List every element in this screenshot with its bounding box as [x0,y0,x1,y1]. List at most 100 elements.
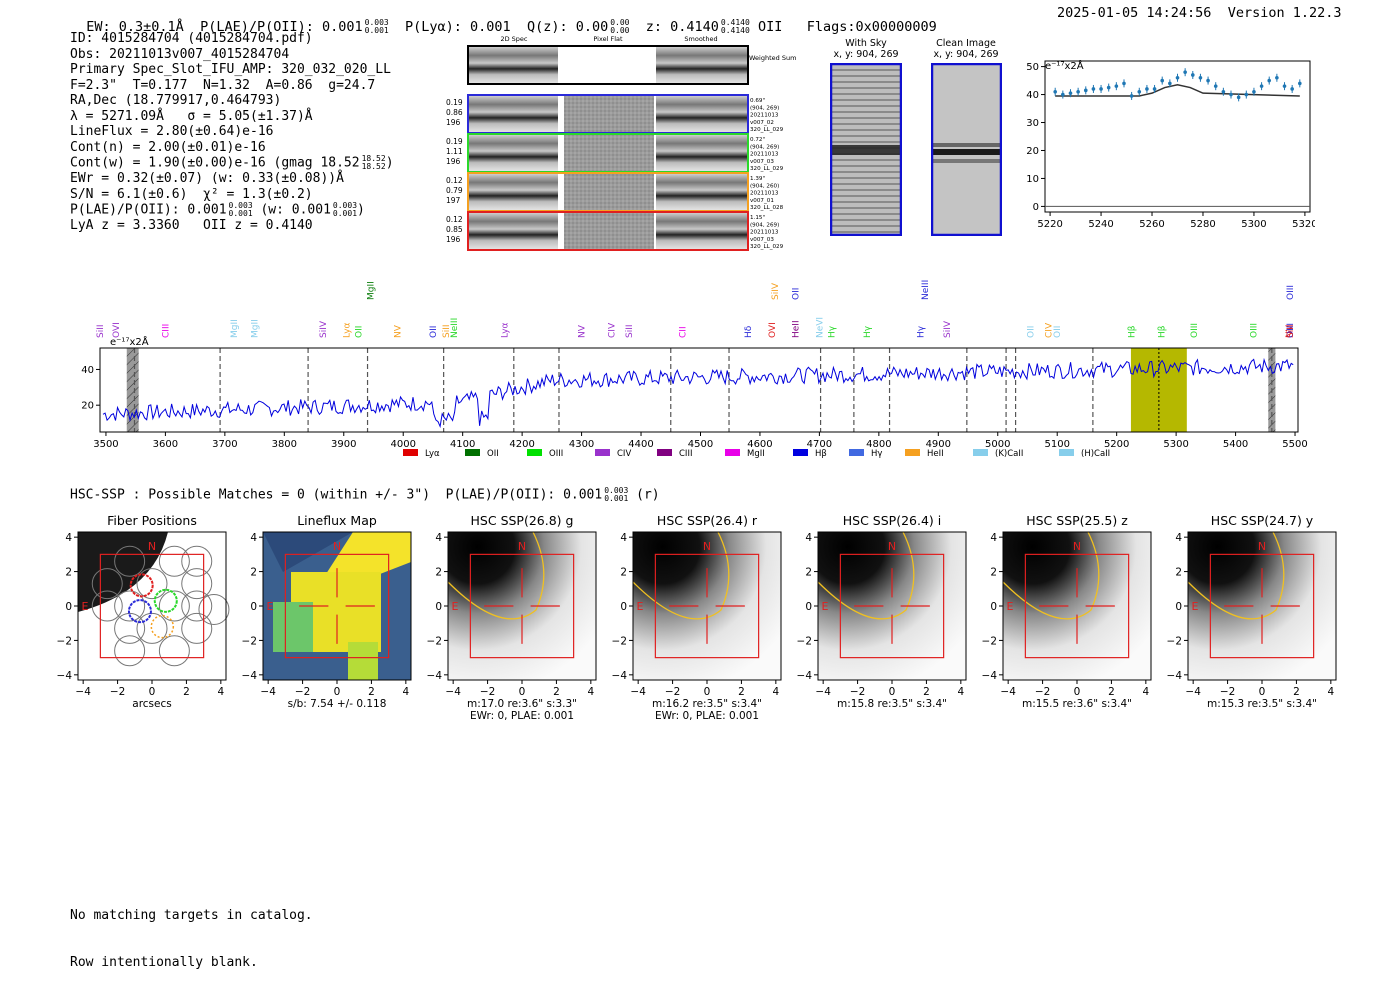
hsc-ytick-label-5-4: 4 [990,532,997,544]
hsc-summary: HSC-SSP : Possible Matches = 0 (within +… [70,486,660,503]
legend-label-7: Hγ [871,449,882,459]
full-xtick-label-11: 4600 [747,439,772,450]
cutout-smoothed-1 [656,134,748,172]
hsc-ytick-label-4-3: 2 [805,567,812,579]
with-sky-image [830,63,902,236]
footer-notes: No matching targets in catalog. Row inte… [70,877,313,986]
east-label-6: E [1191,600,1198,613]
zoom-point-21 [1213,84,1218,88]
footer-line1: No matching targets in catalog. [70,908,313,923]
hsc-ytick-label-3-0: −4 [612,670,628,682]
line-label-34: OIII [1190,323,1200,338]
cutout-right-value-0-2: 20211013 [750,113,779,119]
search-box-5 [1024,553,1130,659]
legend-label-8: HeII [927,449,944,459]
hsc-xtick-label-4-2: 0 [889,686,896,698]
legend-label-0: Lyα [425,449,440,459]
full-xtick-label-19: 5400 [1223,439,1248,450]
hsc-panel-title-0: Fiber Positions [107,513,197,528]
legend-label-3: CIV [617,449,631,459]
zoom-point-9 [1122,81,1126,86]
info-lyaz: LyA z = 3.3360 OII z = 0.4140 [70,218,313,233]
header-bar: EW: 0.3±0.1Å P(LAE)/P(OII): 0.001 0.003 0.… [70,3,937,36]
north-label-0: N [148,540,156,553]
zoom-xtick-label-1: 5240 [1088,219,1113,230]
clean-image [931,63,1002,236]
fiber-0-13 [114,635,146,667]
cutout-flat-3 [564,212,654,250]
hsc-ytick-label-1-1: −2 [242,635,257,647]
line-label-33: Hβ [1157,325,1167,338]
fiber-0-5 [181,568,213,600]
zoom-xtick-label-2: 5260 [1139,219,1164,230]
hsc-xtick-label-3-1: −2 [665,686,680,698]
hsc-ytick-label-3-2: 0 [620,601,627,613]
hsc-panel-6: HSC SSP(24.7) y N E −4−4 −2 −2 0 0 2 2 4 4 m:15.3 re… [1167,513,1337,710]
zoom-point-7 [1106,85,1111,90]
cutout-left-value-3-2: 196 [446,235,461,244]
zoom-plot-frame [1044,60,1311,213]
zoom-point-1 [1061,92,1065,97]
cutout-flat-2 [564,173,654,211]
search-box-6 [1209,553,1315,659]
full-xtick-label-6: 4100 [450,439,475,450]
cutout-right-value-1-3: v007_03 [750,159,774,165]
fiber-0-15 [198,593,230,625]
hsc-caption1-4: m:15.8 re:3.5" s:3.4" [837,698,947,710]
hsc-ytick-label-4-0: −4 [797,670,813,682]
hsc-xtick-label-2-0: −4 [445,686,461,698]
cutout-right-value-3-0: 1.15" [750,215,765,221]
cutout-flat-0 [564,95,654,133]
hsc-ytick-label-6-4: 4 [1175,532,1182,544]
weighted-sum-flat [558,46,656,84]
cutout-left-value-1-0: 0.19 [446,137,463,146]
east-label-1: E [266,600,273,613]
line-label-9: NV [393,324,403,338]
zoom-point-15 [1168,81,1172,86]
zoom-point-4 [1083,88,1088,93]
hsc-ytick-label-2-2: 0 [435,601,442,613]
hsc-caption2-2: EWr: 0, PLAE: 0.001 [470,710,574,722]
footer-line2: Row intentionally blank. [70,954,258,970]
hsc-xtick-label-4-4: 4 [957,686,964,698]
east-label-4: E [821,600,828,613]
full-xtick-label-2: 3700 [212,439,237,450]
legend-swatch-3 [595,449,610,456]
fiber-0-6 [91,590,123,622]
hsc-aperture-5 [1002,531,1100,620]
line-label-30: CIV [1044,322,1054,338]
line-label-35: OIII [1249,323,1259,338]
hsc-aperture-4 [817,531,915,620]
line-label-27: NeIII [921,280,931,300]
hsc-xtick-label-3-0: −4 [630,686,646,698]
hsc-ytick-label-4-1: −2 [797,635,812,647]
hsc-caption1-1: s/b: 7.54 +/- 0.118 [288,698,387,710]
header-flags: Flags:0x00000009 [806,19,937,35]
legend-label-2: OIII [549,449,563,459]
line-label-13: Lyα [500,322,510,338]
line-label-32: Hβ [1128,325,1138,338]
legend-swatch-1 [465,449,480,456]
hsc-ytick-label-3-4: 4 [620,532,627,544]
fiber-blue-0 [127,599,152,624]
hsc-ytick-label-1-2: 0 [250,601,257,613]
info-radec: RA,Dec (18.779917,0.464793) [70,93,282,108]
hsc-panel-title-4: HSC SSP(26.4) i [843,513,941,528]
full-xtick-label-18: 5300 [1163,439,1188,450]
with-sky-title-block: With Sky x, y: 904, 269 [832,38,900,60]
weighted-sum-smoothed [656,46,748,84]
hsc-panel-title-6: HSC SSP(24.7) y [1211,513,1314,528]
hsc-caption1-5: m:15.5 re:3.6" s:3.4" [1022,698,1132,710]
hsc-xtick-label-0-1: −2 [110,686,125,698]
with-sky-title: With Sky [845,38,887,49]
hsc-xtick-label-2-3: 2 [553,686,560,698]
cutout-left-value-2-1: 0.79 [446,186,463,195]
hsc-panel-0: Fiber Positions N E −4−4 −2 −2 0 0 2 2 4 4 arcsecs [57,513,230,710]
hsc-ytick-label-2-3: 2 [435,567,442,579]
hsc-caption1-0: arcsecs [132,698,171,710]
fiber-0-8 [158,590,190,622]
search-box-4 [839,553,945,659]
cutout-right-value-2-4: 320_LL_028 [750,205,784,211]
hsc-xtick-label-0-2: 0 [149,686,156,698]
hsc-xtick-label-6-0: −4 [1185,686,1201,698]
